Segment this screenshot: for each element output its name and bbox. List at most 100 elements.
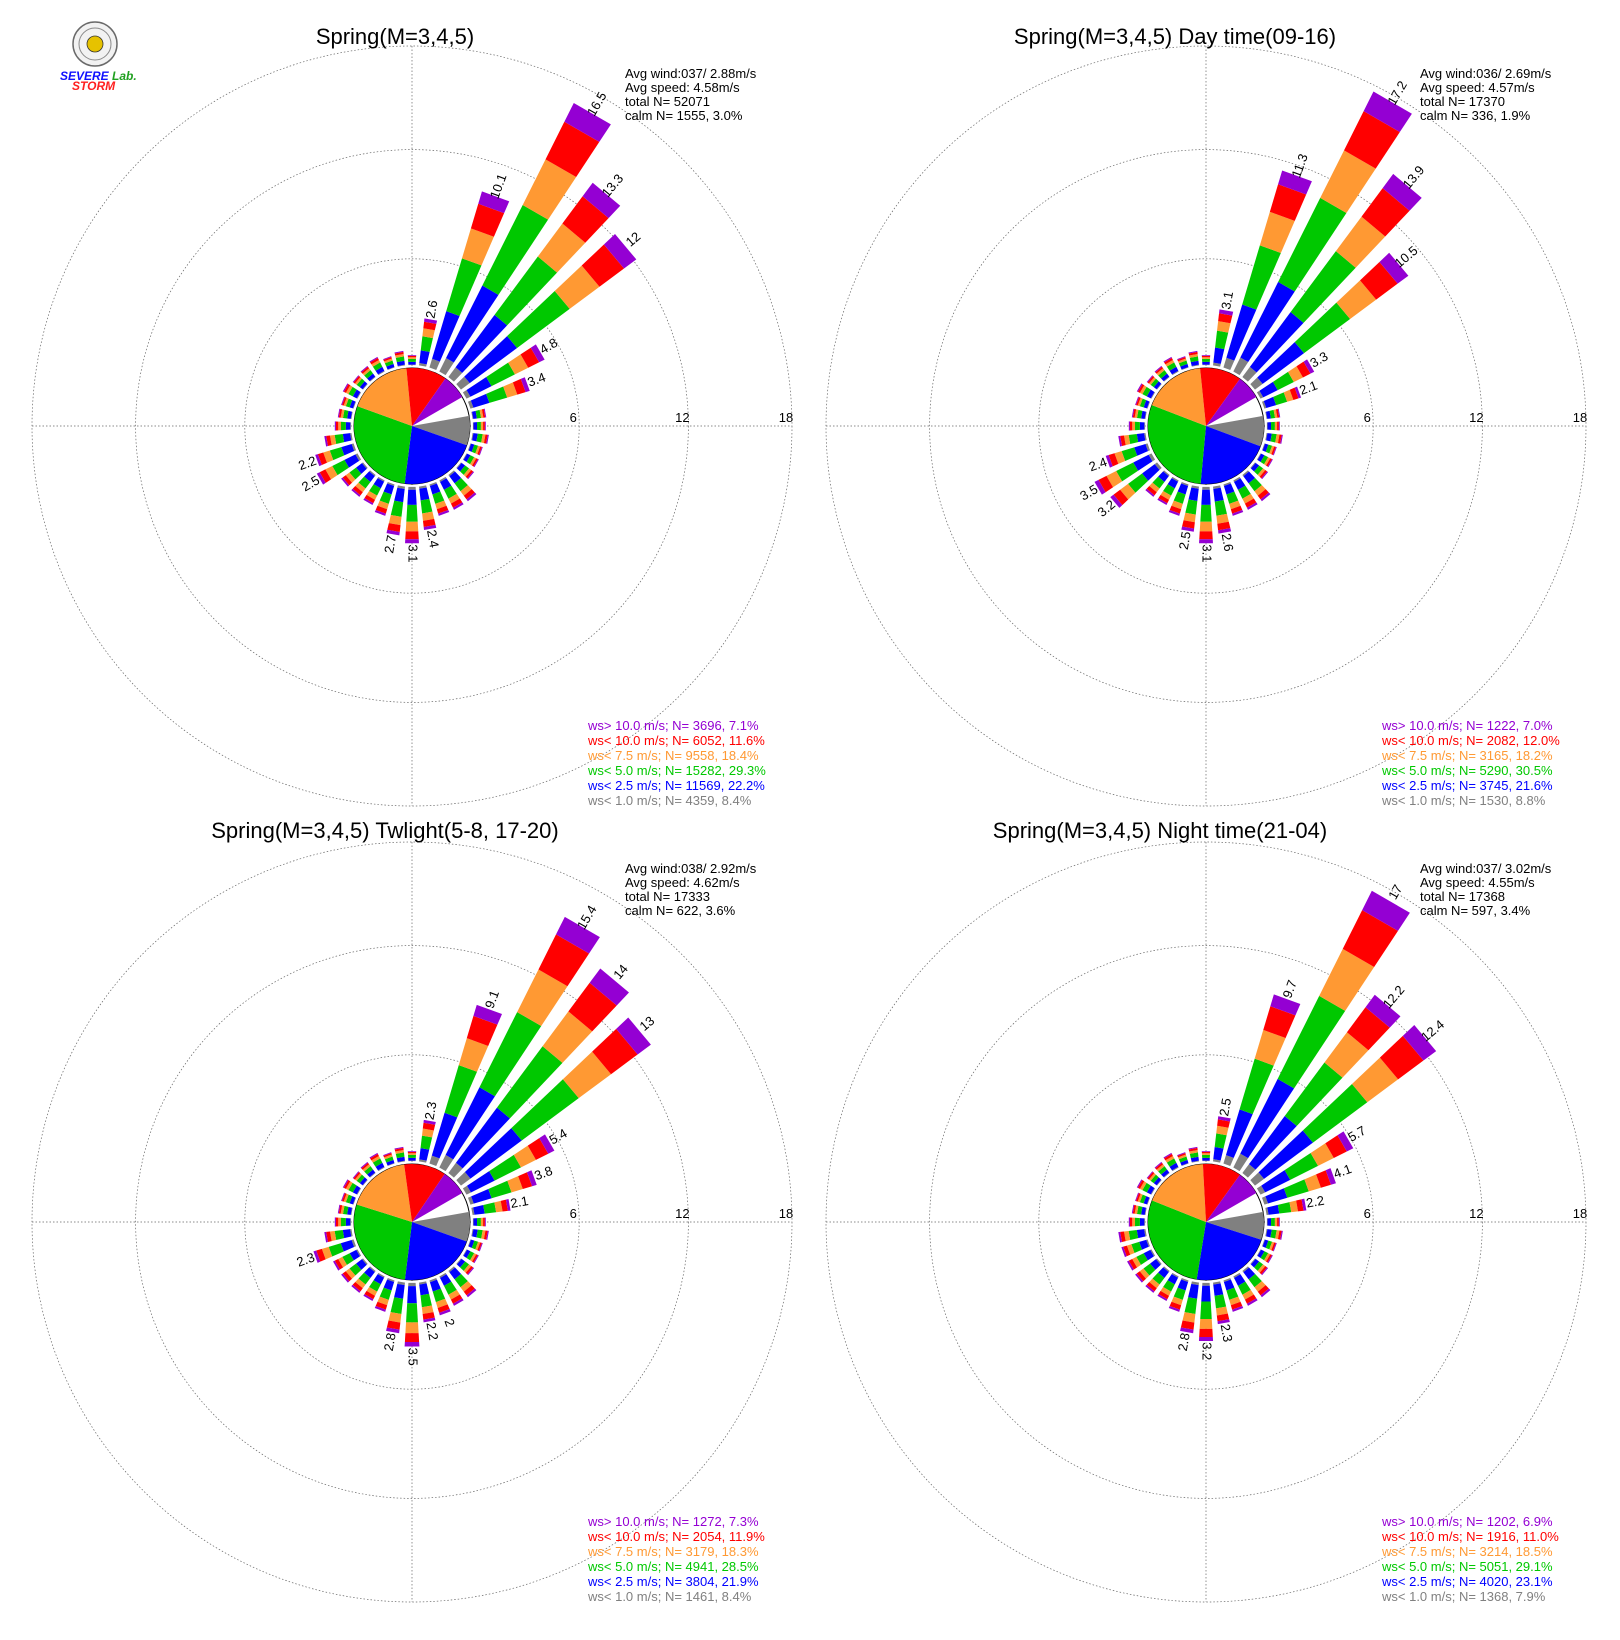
bar-segment — [422, 1122, 436, 1131]
bar-segment — [1270, 994, 1301, 1016]
bar-segment — [582, 182, 621, 219]
pie-slice — [1206, 1211, 1264, 1240]
bar-segment — [419, 1283, 430, 1296]
bar-dir-80 — [471, 408, 487, 419]
bar-segment — [1269, 184, 1307, 221]
bar-segment — [386, 529, 400, 536]
bar-segment — [1277, 1217, 1279, 1227]
bar-segment — [429, 483, 441, 495]
bar-dir-350 — [1188, 350, 1199, 367]
bar-segment — [352, 1197, 357, 1205]
bar-segment — [342, 475, 353, 486]
bar-dir-210 — [363, 1272, 385, 1301]
bar-segment — [341, 421, 346, 431]
bar-segment — [1132, 1204, 1137, 1214]
bar-segment — [1242, 366, 1257, 382]
bar-segment — [1134, 444, 1149, 456]
bar-segment — [1261, 1170, 1291, 1193]
bar-segment — [386, 1327, 400, 1334]
bar-segment — [1259, 470, 1268, 479]
bar-dir-40: 12.2 — [1242, 982, 1407, 1178]
bar-segment — [1156, 1179, 1162, 1186]
bar-segment — [334, 434, 345, 445]
bar-segment — [1146, 1171, 1154, 1179]
bar-segment — [1280, 434, 1283, 444]
bar-segment — [452, 1298, 464, 1306]
bar-value-label: 3.5 — [406, 1348, 421, 1366]
bar-segment — [511, 1079, 579, 1141]
bar-segment — [1346, 1007, 1390, 1051]
bar-segment — [432, 311, 460, 362]
bar-segment — [482, 204, 549, 295]
bar-segment — [1154, 1161, 1162, 1169]
bar-segment — [1284, 1062, 1343, 1127]
bar-segment — [1127, 1260, 1134, 1271]
stat-avg-wind: Avg wind:036/ 2.69m/s — [1420, 66, 1552, 81]
bar-segment — [1128, 434, 1139, 445]
bar-segment — [507, 1176, 523, 1193]
bar-value-label: 15.4 — [574, 903, 600, 932]
bar-segment — [1136, 1179, 1143, 1188]
panel-title: Spring(M=3,4,5) Day time(09-16) — [1014, 24, 1336, 49]
bar-segment — [1135, 1192, 1141, 1202]
bar-segment — [1218, 528, 1232, 534]
bar-segment — [463, 468, 472, 477]
bar-segment — [439, 476, 447, 483]
bar-segment — [1243, 1267, 1256, 1280]
bar-segment — [1167, 1274, 1179, 1285]
legend-entry: ws< 1.0 m/s; N= 1530, 8.8% — [1381, 793, 1546, 808]
bar-value-label: 2.6 — [423, 299, 441, 319]
bar-segment — [1150, 1174, 1159, 1184]
bar-segment — [456, 1258, 466, 1268]
bar-segment — [1277, 1202, 1292, 1214]
bar-segment — [496, 1046, 563, 1119]
bar-segment — [1144, 1229, 1147, 1237]
bar-segment — [325, 465, 338, 480]
bar-segment — [1189, 1152, 1199, 1159]
bar-segment — [419, 1148, 430, 1161]
bar-segment — [1262, 443, 1269, 452]
bar-segment — [345, 1268, 356, 1279]
bar-segment — [364, 494, 376, 504]
bar-dir-330 — [1163, 356, 1179, 376]
bar-segment — [1157, 498, 1168, 505]
bar-segment — [1191, 1160, 1199, 1163]
bar-segment — [1171, 500, 1183, 510]
bar-segment — [364, 471, 375, 482]
bar-segment — [1344, 111, 1400, 169]
bar-dir-170: 2.3 — [1213, 1281, 1236, 1343]
bar-segment — [1146, 485, 1157, 496]
bar-segment — [456, 1258, 462, 1265]
bar-dir-260 — [1118, 1229, 1147, 1243]
bar-dir-60: 4.8 — [462, 335, 560, 399]
bar-dir-30: 17 — [1233, 882, 1410, 1172]
bar-segment — [1163, 1280, 1175, 1292]
bar-segment — [1269, 409, 1276, 419]
bar-segment — [1161, 1169, 1170, 1178]
bar-segment — [333, 1260, 340, 1271]
bar-segment — [1213, 485, 1221, 489]
bar-segment — [1213, 487, 1224, 502]
bar-segment — [1272, 446, 1277, 456]
bar-segment — [1201, 489, 1211, 505]
bar-dir-110 — [467, 443, 483, 456]
calm-pie — [1147, 1163, 1265, 1281]
bar-segment — [1131, 1204, 1135, 1214]
bar-segment — [466, 1288, 477, 1298]
bar-segment — [477, 1242, 482, 1251]
bar-segment — [369, 1266, 376, 1273]
bar-segment — [1342, 910, 1398, 968]
bar-segment — [1188, 351, 1198, 356]
bar-segment — [470, 203, 505, 237]
bar-segment — [1118, 435, 1122, 447]
bar-segment — [1146, 389, 1155, 399]
bar-segment — [438, 509, 450, 516]
bar-segment — [1200, 504, 1212, 522]
bar-segment — [350, 1207, 353, 1215]
bar-dir-180: 3.1 — [405, 486, 421, 562]
ring-label: 12 — [1469, 410, 1483, 425]
bar-segment — [465, 470, 474, 479]
bar-segment — [1256, 453, 1262, 460]
bar-segment — [359, 381, 368, 390]
